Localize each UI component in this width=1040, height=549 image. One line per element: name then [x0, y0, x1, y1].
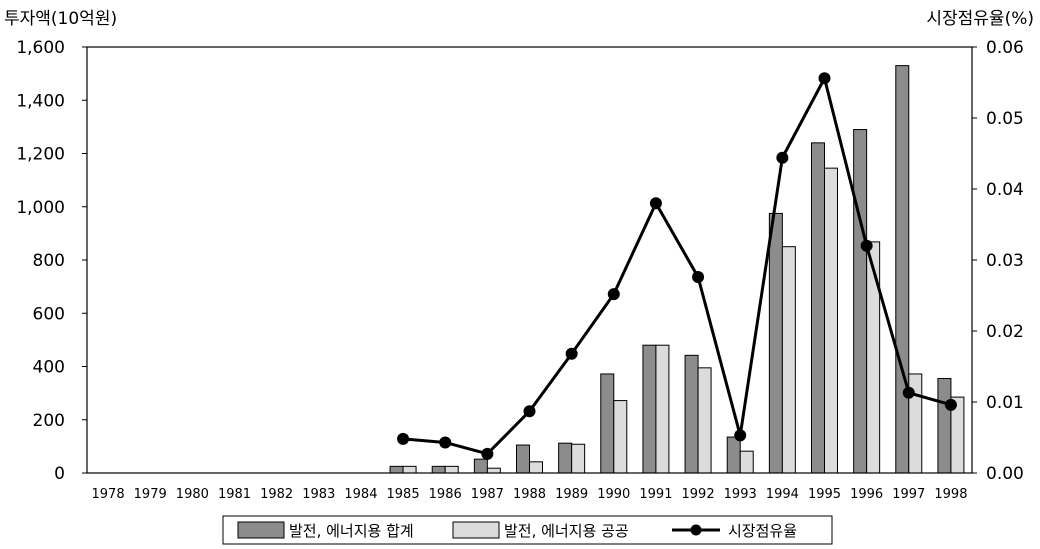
x-tick-label: 1997	[892, 487, 925, 502]
y-left-tick-label: 1,000	[16, 198, 65, 218]
y-right-tick-label: 0.05	[986, 109, 1024, 129]
market-share-point	[523, 405, 536, 418]
market-share-point	[439, 436, 452, 449]
x-tick-label: 1998	[934, 487, 967, 502]
legend-swatch-public	[452, 521, 500, 539]
y-right-tick-label: 0.02	[986, 322, 1024, 342]
bar-series	[389, 65, 965, 474]
x-axis: 1978 1979 1980 1981 1982 1983 1984 1985 1986 1987…	[92, 487, 968, 502]
bar-total	[431, 465, 446, 474]
y-axis-right: 0.00 0.01 0.02 0.03 0.04 0.05 0.06	[972, 38, 1024, 484]
x-tick-label: 1982	[260, 487, 293, 502]
market-share-point	[649, 197, 662, 210]
market-share-point	[397, 432, 410, 445]
bar-total	[811, 142, 825, 474]
legend-box	[222, 515, 833, 545]
x-tick-label: 1978	[92, 487, 125, 502]
x-tick-label: 1996	[850, 487, 883, 502]
x-tick-label: 1979	[134, 487, 167, 502]
x-tick-label: 1995	[808, 487, 841, 502]
market-share-point	[902, 386, 915, 399]
y-axis-left-title: 투자액(10억원)	[4, 9, 118, 29]
x-tick-label: 1992	[682, 487, 715, 502]
y-right-tick-label: 0.06	[986, 38, 1024, 58]
bar-public	[781, 246, 796, 474]
market-share-point	[607, 288, 620, 301]
x-tick-label: 1989	[555, 487, 588, 502]
y-left-tick-label: 0	[54, 464, 65, 484]
bar-total	[726, 436, 741, 474]
x-tick-label: 1987	[471, 487, 504, 502]
bar-total	[558, 442, 573, 474]
market-share-point	[860, 239, 873, 252]
bar-public	[739, 450, 754, 474]
market-share-point	[776, 151, 789, 164]
market-share-line	[402, 76, 952, 456]
y-left-tick-label: 1,200	[16, 145, 65, 165]
market-share-point	[818, 72, 831, 85]
bar-total	[684, 354, 699, 474]
bar-total	[389, 465, 404, 474]
bar-total	[642, 344, 657, 474]
bar-public	[486, 467, 501, 474]
bar-public	[613, 400, 628, 474]
x-tick-label: 1994	[766, 487, 799, 502]
bar-public	[529, 461, 543, 474]
x-tick-label: 1980	[176, 487, 209, 502]
x-tick-label: 1988	[513, 487, 546, 502]
x-tick-label: 1981	[218, 487, 251, 502]
y-left-tick-label: 400	[33, 358, 65, 378]
bar-total	[516, 444, 530, 474]
x-tick-label: 1985	[387, 487, 420, 502]
bar-public	[697, 367, 712, 474]
market-share-point	[734, 429, 747, 442]
x-tick-label: 1983	[302, 487, 335, 502]
y-left-tick-label: 800	[33, 251, 65, 271]
y-right-tick-label: 0.04	[986, 180, 1024, 200]
x-tick-label: 1991	[639, 487, 672, 502]
bar-public	[571, 443, 586, 474]
plot-border	[86, 46, 973, 474]
bar-total	[937, 377, 952, 474]
line-series	[397, 72, 957, 460]
y-right-tick-label: 0.03	[986, 251, 1024, 271]
bar-total	[768, 212, 783, 474]
market-share-point	[944, 398, 957, 411]
bar-total	[473, 458, 488, 474]
bar-public	[402, 465, 417, 474]
legend-swatch-total	[237, 521, 285, 539]
plot-frame	[86, 46, 973, 474]
bar-public	[866, 241, 881, 474]
market-share-point	[692, 271, 705, 284]
bar-public	[444, 465, 459, 474]
legend-label-market-share: 시장점유율	[728, 522, 797, 540]
bar-total	[853, 129, 868, 474]
x-tick-label: 1986	[429, 487, 462, 502]
y-left-tick-label: 1,600	[16, 38, 65, 58]
y-right-tick-label: 0.00	[986, 464, 1024, 484]
legend-marker-market-share	[690, 524, 702, 536]
legend: 발전, 에너지용 합계 발전, 에너지용 공공 시장점유율	[222, 515, 833, 545]
bar-public	[655, 344, 670, 474]
x-tick-label: 1990	[597, 487, 630, 502]
y-right-tick-label: 0.01	[986, 393, 1024, 413]
y-left-tick-label: 600	[33, 304, 65, 324]
legend-label-total: 발전, 에너지용 합계	[289, 522, 414, 540]
y-axis-right-title: 시장점유율(%)	[926, 9, 1034, 29]
legend-label-public: 발전, 에너지용 공공	[504, 522, 629, 540]
market-share-point	[565, 347, 578, 360]
bar-total	[895, 65, 910, 474]
y-left-tick-label: 1,400	[16, 91, 65, 111]
bar-total	[600, 373, 615, 474]
x-tick-label: 1993	[724, 487, 757, 502]
y-left-tick-label: 200	[33, 411, 65, 431]
x-tick-label: 1984	[344, 487, 377, 502]
y-axis-left: 0 200 400 600 800 1,000 1,200 1,400 1,600	[16, 38, 87, 484]
bar-public	[824, 167, 838, 474]
market-share-point	[481, 447, 494, 460]
